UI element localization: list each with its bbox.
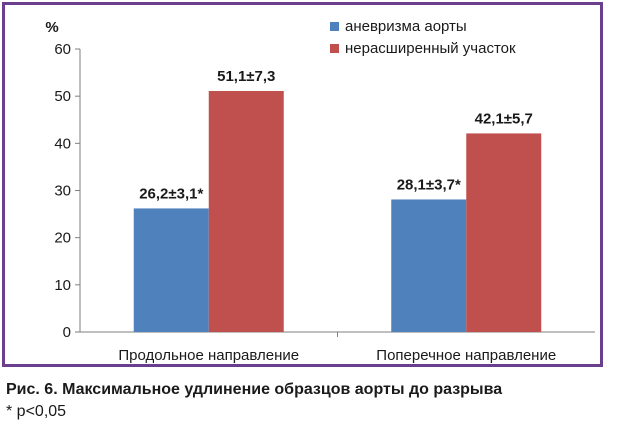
y-tick-label: 20 — [54, 230, 71, 247]
chart-frame: 0 10 20 30 40 50 60% Продольное направление Попе… — [2, 2, 603, 367]
chart-labels: 26,2±3,1* 51,1±7,3 28,1±3,7* 42,1±5,7 — [139, 68, 533, 202]
y-tick-label: 0 — [63, 324, 71, 341]
data-label: 51,1±7,3 — [217, 68, 275, 85]
bar-nondilated — [466, 133, 542, 332]
chart-bars — [133, 90, 542, 332]
legend-entry: аневризма аорты — [345, 18, 467, 35]
data-label: 42,1±5,7 — [475, 110, 533, 127]
chart-axes: 0 10 20 30 40 50 60% Продольное направление Попе… — [45, 19, 595, 364]
legend-swatch — [330, 44, 339, 53]
bar-nondilated — [208, 90, 284, 332]
y-tick-label: 50 — [54, 88, 71, 105]
x-category-label: Продольное направление — [118, 347, 299, 364]
y-tick-label: 40 — [54, 135, 71, 152]
y-tick-label: 10 — [54, 277, 71, 294]
figure-footnote: * p<0,05 — [6, 403, 67, 420]
legend-swatch — [330, 22, 339, 31]
x-category-label: Поперечное направление — [376, 347, 556, 364]
data-label: 26,2±3,1* — [139, 185, 203, 202]
legend-entry: нерасширенный участок — [345, 40, 516, 57]
y-unit-label: % — [45, 19, 58, 36]
bar-chart: 0 10 20 30 40 50 60% Продольное направление Попе… — [45, 18, 595, 364]
y-tick-label: 30 — [54, 183, 71, 200]
bar-aneurysm — [133, 208, 209, 332]
figure-caption: Рис. 6. Максимальное удлинение образцов … — [6, 381, 503, 398]
bar-aneurysm — [391, 199, 467, 332]
y-tick-label: 60 — [54, 41, 71, 58]
data-label: 28,1±3,7* — [397, 176, 461, 193]
chart-legend: аневризма аорты нерасширенный участок — [330, 18, 516, 57]
